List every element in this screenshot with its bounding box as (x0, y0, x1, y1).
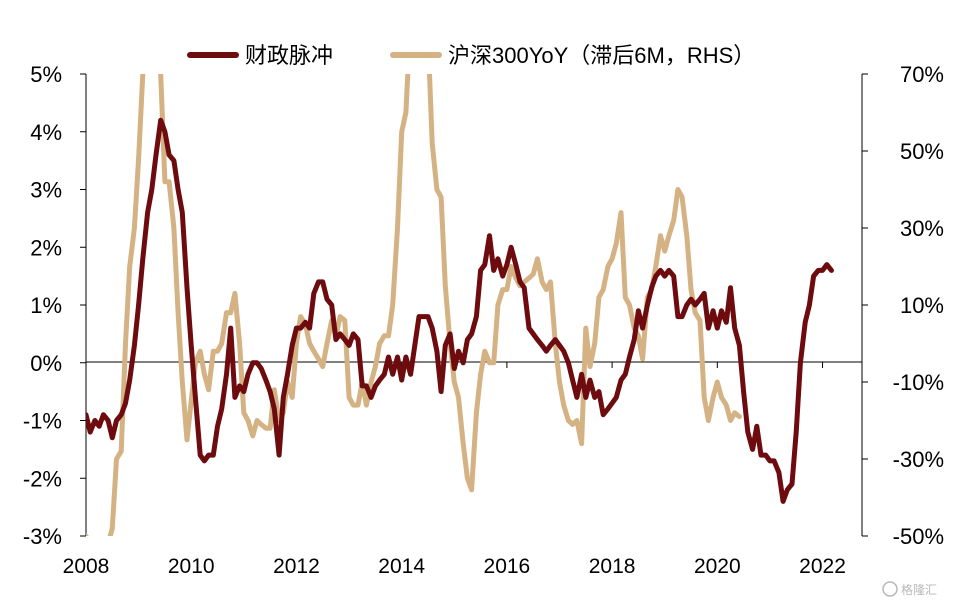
left-tick-label: 4% (30, 120, 62, 145)
x-tick-label: 2008 (63, 555, 110, 578)
left-tick-label: -2% (23, 466, 62, 491)
left-tick-label: 2% (30, 235, 62, 260)
x-tick-label: 2016 (484, 555, 531, 578)
right-tick-label: 70% (900, 62, 944, 87)
right-axis-ticks: -50% -30% -10% 10% 30% 50% 70% (862, 62, 944, 549)
right-tick-label: 30% (900, 216, 944, 241)
x-tick-label: 2020 (694, 555, 741, 578)
left-tick-label: 0% (30, 351, 62, 376)
right-tick-label: 10% (900, 293, 944, 318)
x-tick-label: 2012 (273, 555, 320, 578)
left-tick-label: 5% (30, 62, 62, 87)
watermark-text: 格隆汇 (901, 582, 937, 597)
left-tick-label: -1% (23, 409, 62, 434)
left-tick-label: -3% (23, 524, 62, 549)
right-tick-label: -10% (893, 370, 944, 395)
x-axis-ticks: 2008 2010 2012 2014 2016 2018 2020 2022 (63, 362, 846, 578)
x-tick-label: 2018 (589, 555, 636, 578)
right-tick-label: -30% (893, 447, 944, 472)
legend-label-csi300-yoy: 沪深300YoY（滞后6M，RHS） (448, 43, 755, 68)
legend: 财政脉冲 沪深300YoY（滞后6M，RHS） (187, 43, 755, 68)
left-axis-ticks: -3% -2% -1% 0% 1% 2% 3% 4% 5% (23, 62, 86, 549)
right-tick-label: 50% (900, 139, 944, 164)
legend-label-fiscal-impulse: 财政脉冲 (245, 43, 333, 68)
axes: -3% -2% -1% 0% 1% 2% 3% 4% 5% -50% -30% -10% 10% 30%… (23, 62, 944, 578)
watermark: 格隆汇 (882, 581, 937, 597)
x-tick-label: 2010 (168, 555, 215, 578)
series-line-csi300-yoy (86, 74, 742, 536)
x-tick-label: 2014 (378, 555, 425, 578)
series-line-fiscal-impulse (86, 117, 834, 504)
plot-area (86, 74, 834, 536)
left-tick-label: 1% (30, 293, 62, 318)
right-tick-label: -50% (893, 524, 944, 549)
x-tick-label: 2022 (799, 555, 846, 578)
watermark-logo-icon (882, 581, 898, 597)
left-tick-label: 3% (30, 178, 62, 203)
